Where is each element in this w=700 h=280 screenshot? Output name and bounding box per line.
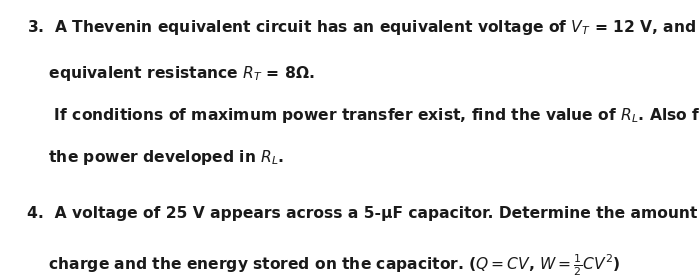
Text: 4.  A voltage of 25 V appears across a 5-μF capacitor. Determine the amount of: 4. A voltage of 25 V appears across a 5-… [27,206,700,221]
Text: the power developed in $R_L$.: the power developed in $R_L$. [27,148,284,167]
Text: If conditions of maximum power transfer exist, find the value of $R_L$. Also fin: If conditions of maximum power transfer … [27,106,700,125]
Text: charge and the energy stored on the capacitor. ($Q = CV$, $W = \frac{1}{2}CV^2$): charge and the energy stored on the capa… [27,252,620,278]
Text: 3.  A Thevenin equivalent circuit has an equivalent voltage of $V_T$ = 12 V, and: 3. A Thevenin equivalent circuit has an … [27,18,700,37]
Text: equivalent resistance $R_T$ = 8Ω.: equivalent resistance $R_T$ = 8Ω. [27,64,314,83]
